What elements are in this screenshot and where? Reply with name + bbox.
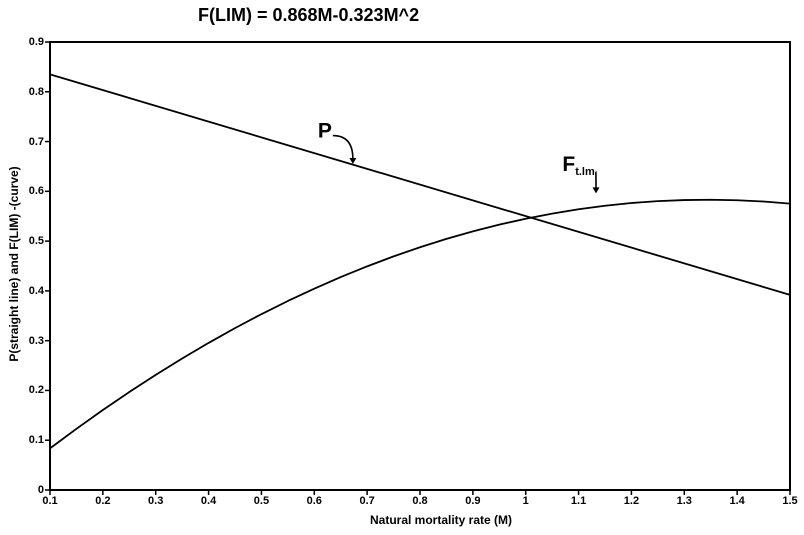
annotation-flim-label: Ft.lm [562, 154, 594, 178]
y-tick-label: 0.7 [28, 135, 44, 148]
x-tick-label: 1 [522, 495, 529, 507]
flim-curve [49, 198, 791, 450]
annotation-p-label: P [318, 120, 332, 141]
x-tick-label: 1.4 [729, 495, 745, 507]
x-tick-label: 0.6 [306, 495, 322, 507]
p-straight-line [49, 73, 791, 296]
plot-border [49, 41, 791, 491]
x-tick-label: 0.1 [42, 495, 58, 507]
y-tick-label: 0.4 [28, 284, 44, 297]
x-tick-label: 1.5 [782, 495, 798, 507]
y-tick-label: 0.2 [28, 384, 44, 397]
y-tick-label: 0.3 [28, 334, 44, 347]
annotation-arrow [332, 134, 354, 159]
chart-title: F(LIM) = 0.868M-0.323M^2 [198, 5, 420, 25]
annotation-arrowhead [349, 157, 357, 164]
annotation-p-text: P [317, 119, 332, 143]
x-tick-label: 0.7 [359, 495, 375, 507]
y-tick-label: 0.9 [28, 36, 44, 48]
annotation-flim-subscript: t.lm [575, 166, 595, 179]
x-tick-label: 0.5 [253, 495, 270, 507]
x-tick-label: 1.2 [623, 495, 640, 507]
x-tick-label: 1.3 [676, 495, 692, 507]
x-tick-label: 0.3 [148, 495, 164, 507]
x-tick-label: 0.2 [95, 495, 111, 507]
x-tick-label: 1.1 [570, 495, 587, 507]
x-tick-label: 0.4 [200, 495, 217, 507]
y-tick-label: 0.5 [28, 235, 44, 248]
annotation-arrowhead [592, 187, 600, 194]
x-tick-label: 0.9 [465, 495, 481, 507]
y-tick-label: 0.8 [28, 85, 44, 98]
y-tick-label: 0 [37, 484, 44, 496]
x-tick-label: 0.8 [412, 495, 428, 507]
annotation-flim-text: F [562, 153, 576, 177]
x-axis-title: Natural mortality rate (M) [369, 513, 513, 527]
y-tick-label: 0.6 [28, 185, 44, 198]
y-tick-label: 0.1 [28, 434, 44, 447]
